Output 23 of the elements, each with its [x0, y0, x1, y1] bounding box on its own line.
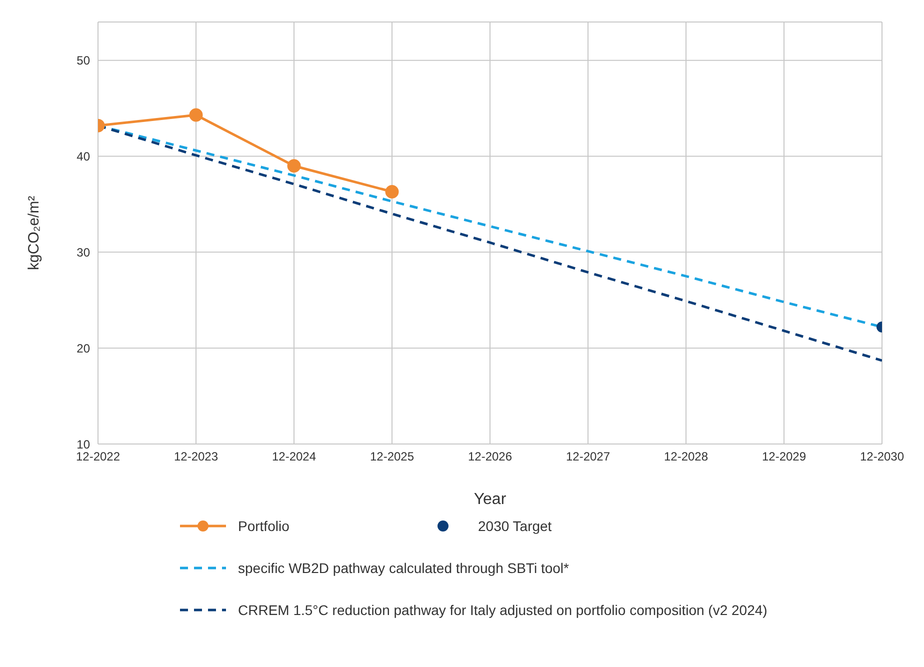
x-tick-label: 12-2029	[762, 450, 806, 464]
y-tick-label: 10	[76, 437, 90, 452]
legend-label: Portfolio	[238, 518, 290, 534]
legend-label: CRREM 1.5°C reduction pathway for Italy adjusted on portfolio composition (v2 2024)	[238, 602, 768, 618]
y-tick-label: 50	[76, 54, 90, 68]
x-tick-label: 12-2025	[370, 450, 414, 464]
x-tick-label: 12-2028	[664, 450, 708, 464]
y-tick-label: 20	[76, 341, 90, 356]
x-tick-label: 12-2023	[174, 450, 218, 464]
x-tick-label: 12-2026	[468, 450, 512, 464]
x-axis-title: Year	[474, 491, 507, 508]
y-tick-label: 40	[76, 150, 90, 164]
x-tick-label: 12-2022	[76, 450, 120, 464]
x-tick-label: 12-2030	[860, 450, 904, 464]
x-tick-label: 12-2027	[566, 450, 610, 464]
legend-label: 2030 Target	[478, 518, 552, 534]
legend-label: specific WB2D pathway calculated through SBTi tool*	[238, 560, 569, 576]
y-tick-label: 30	[76, 245, 90, 260]
point	[189, 108, 203, 122]
point	[287, 159, 301, 173]
y-axis-title: kgCO₂e/m²	[25, 196, 42, 270]
point	[385, 185, 399, 199]
x-tick-label: 12-2024	[272, 450, 316, 464]
